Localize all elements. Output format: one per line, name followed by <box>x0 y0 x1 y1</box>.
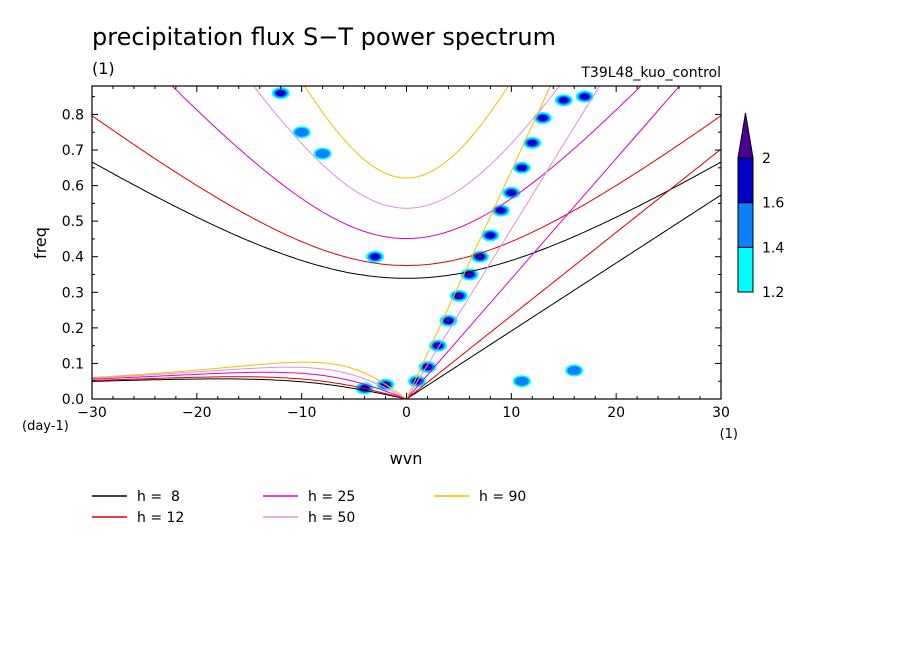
spectral-peak <box>315 149 330 159</box>
spectral-peak <box>485 232 496 239</box>
y-tick-label: 0.1 <box>62 356 84 372</box>
spectral-peak <box>275 89 286 97</box>
plot-frame <box>91 85 722 400</box>
rossby-curve-h12 <box>92 376 407 399</box>
y-tick-label: 0.0 <box>62 392 84 408</box>
y-axis-label: freq <box>31 227 50 259</box>
y-tick-label: 0.6 <box>62 179 84 195</box>
y-tick-label: 0.2 <box>62 321 84 337</box>
spectral-peak <box>514 376 529 386</box>
spectral-peak <box>516 164 527 172</box>
colorbar: 1.2 1.4 1.6 2 <box>737 112 784 301</box>
y-tick-label: 0.8 <box>62 107 84 123</box>
chart-subtitle-right: T39L48_kuo_control <box>580 65 721 81</box>
colorbar-band <box>737 246 754 293</box>
colorbar-label: 1.2 <box>762 285 784 301</box>
colorbar-label: 1.6 <box>762 196 784 212</box>
x-axis-label: wvn <box>390 449 423 468</box>
colorbar-band <box>737 202 754 248</box>
spectral-peak <box>466 272 473 277</box>
kelvin-curve-h12 <box>406 148 721 399</box>
kelvin-curve-h25 <box>406 86 681 399</box>
legend: h = 8 h = 12 h = 25 h = 50 h = 90 <box>92 489 526 526</box>
spectral-peak <box>455 293 462 298</box>
x-tick-label: 30 <box>712 405 730 421</box>
spectral-peak <box>294 127 309 137</box>
colorbar-label: 1.4 <box>762 240 784 256</box>
legend-entry: h = 12 <box>137 510 184 526</box>
colorbar-band <box>737 157 754 204</box>
y-tick-label: 0.7 <box>62 143 84 159</box>
chart-title: precipitation flux S−T power spectrum <box>92 23 556 51</box>
spectral-peak <box>558 97 569 104</box>
spectral-peak <box>567 366 582 376</box>
y-axis-unit: (day-1) <box>22 419 69 434</box>
x-axis-unit: (1) <box>720 427 738 442</box>
spectral-peak <box>537 114 548 122</box>
gravity-curve-h50 <box>252 86 561 209</box>
colorbar-arrow <box>737 112 754 159</box>
rossby-curve-h50 <box>92 366 407 399</box>
heatmap-layer <box>271 87 594 395</box>
spectral-peak <box>527 139 538 147</box>
rossby-curve-h90 <box>92 361 407 399</box>
spectral-peak <box>370 253 381 260</box>
y-tick-label: 0.4 <box>62 250 84 266</box>
legend-entry: h = 8 <box>137 489 180 505</box>
gravity-curve-h25 <box>171 86 642 240</box>
kelvin-curve-h90 <box>406 86 551 399</box>
kelvin-curve-h8 <box>406 194 721 399</box>
rossby-curve-h8 <box>92 378 407 399</box>
spectral-peak <box>579 93 590 100</box>
legend-entry: h = 50 <box>308 510 355 526</box>
x-axis: −30 −20 −10 0 10 20 30 <box>77 86 730 421</box>
x-tick-label: −10 <box>287 405 317 421</box>
legend-entry: h = 25 <box>308 489 355 505</box>
spectral-peak <box>495 207 506 214</box>
kelvin-curve-h50 <box>406 86 601 399</box>
spectral-peak <box>506 189 517 196</box>
y-tick-label: 0.3 <box>62 285 84 301</box>
spectral-peak <box>445 318 452 323</box>
legend-entry: h = 90 <box>479 489 526 505</box>
y-axis: 0.0 0.1 0.2 0.3 0.4 0.5 0.6 0.7 0.8 <box>62 96 721 408</box>
x-tick-label: −20 <box>182 405 212 421</box>
gravity-curve-h90 <box>304 86 509 179</box>
rossby-curve-h25 <box>92 371 407 399</box>
x-tick-label: 20 <box>607 405 625 421</box>
x-tick-label: 10 <box>502 405 520 421</box>
x-tick-label: 0 <box>402 405 411 421</box>
y-tick-label: 0.5 <box>62 214 84 230</box>
gravity-curve-h12 <box>92 115 721 266</box>
x-tick-label: −30 <box>77 405 107 421</box>
spectral-peak <box>476 254 483 259</box>
colorbar-label: 2 <box>762 151 771 167</box>
dispersion-curves-layer <box>92 86 721 399</box>
chart-subtitle-left: (1) <box>92 59 115 78</box>
gravity-curve-h8 <box>92 161 721 279</box>
